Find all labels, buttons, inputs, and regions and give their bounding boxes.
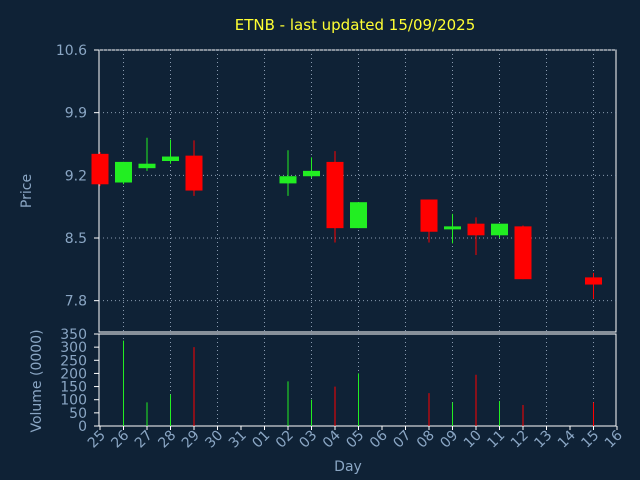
price-axis-label: Price: [19, 174, 35, 208]
price-y-tick-label: 10.6: [56, 43, 87, 59]
candle-body: [444, 226, 461, 229]
x-tick-labels: 25 26 27 28 29 30 31 01 02 03 04 05 06 07 08 09 10 11 12 13…: [85, 426, 626, 451]
x-tick-label: 08: [414, 428, 438, 452]
x-tick-label: 31: [226, 428, 250, 452]
x-tick-label: 27: [132, 428, 156, 452]
x-tick-label: 28: [155, 428, 179, 452]
x-tick-label: 06: [367, 427, 391, 451]
x-tick-label: 03: [296, 428, 320, 452]
x-tick-label: 29: [179, 428, 203, 452]
x-tick-label: 12: [508, 428, 532, 452]
x-tick-label: 30: [202, 428, 226, 452]
candle-body: [280, 176, 297, 183]
candle-body: [115, 162, 132, 183]
candle-body: [421, 200, 438, 232]
x-tick-label: 05: [343, 428, 367, 452]
x-tick-label: 13: [531, 428, 555, 452]
x-tick-label: 14: [555, 427, 579, 451]
x-tick-label: 26: [108, 427, 132, 451]
candle-body: [139, 164, 156, 168]
candle-body: [350, 202, 367, 228]
x-tick-label: 09: [437, 428, 461, 452]
chart-title: ETNB - last updated 15/09/2025: [235, 16, 476, 34]
x-axis-label: Day: [334, 459, 362, 475]
x-tick-label: 01: [249, 428, 273, 452]
candle-body: [468, 224, 485, 236]
x-tick-label: 11: [484, 428, 508, 452]
x-tick-label: 10: [461, 428, 485, 452]
volume-plot-area: [99, 334, 616, 426]
price-plot-area: [99, 50, 616, 332]
price-y-tick-label: 9.2: [65, 168, 87, 184]
candle-body: [303, 171, 320, 176]
x-tick-label: 07: [390, 428, 414, 452]
x-tick-label: 15: [578, 428, 602, 452]
candle-body: [585, 277, 602, 284]
volume-y-tick-label: 0: [78, 419, 87, 435]
price-y-tick-label: 7.8: [65, 294, 87, 310]
price-y-tick-label: 8.5: [65, 231, 87, 247]
candle-body: [92, 154, 109, 184]
candle-body: [491, 224, 508, 236]
x-tick-label: 04: [320, 427, 344, 451]
candle-body: [162, 157, 179, 161]
candle-body: [186, 156, 203, 191]
candle-body: [515, 226, 532, 279]
x-tick-label: 02: [273, 428, 297, 452]
x-tick-label: 16: [602, 427, 626, 451]
price-y-tick-label: 9.9: [65, 106, 87, 122]
candle-body: [327, 162, 344, 228]
x-tick-label: 25: [85, 428, 109, 452]
volume-axis-label: Volume (0000): [29, 329, 45, 432]
